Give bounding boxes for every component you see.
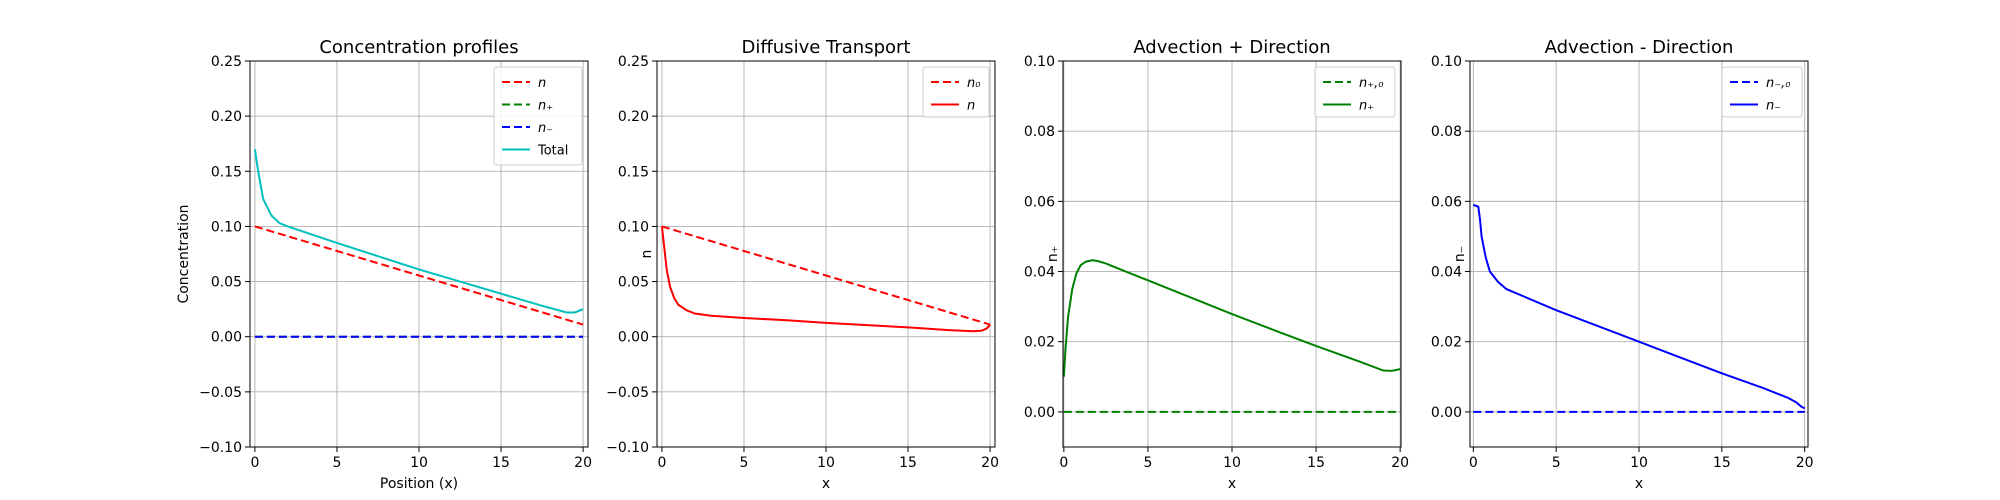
y-tick-label: 0.06 bbox=[1431, 194, 1462, 210]
y-tick-label: −0.10 bbox=[199, 440, 242, 456]
x-tick-label: 5 bbox=[1143, 455, 1152, 471]
y-tick-label: 0.05 bbox=[211, 275, 242, 291]
chart-title: Diffusive Transport bbox=[742, 37, 911, 58]
legend: n₀ n bbox=[922, 66, 990, 118]
x-tick-label: 0 bbox=[657, 455, 666, 471]
y-axis-label: n₋ bbox=[1452, 246, 1468, 262]
series-line-1 bbox=[254, 225, 584, 326]
y-tick-label: 0.08 bbox=[1024, 124, 1055, 140]
x-tick-label: 15 bbox=[1713, 455, 1731, 471]
x-tick-label: 0 bbox=[250, 455, 259, 471]
legend-label: n₀ bbox=[967, 76, 981, 91]
legend-label: n bbox=[538, 76, 546, 91]
x-tick-label: 5 bbox=[333, 455, 342, 471]
x-tick-label: 10 bbox=[1223, 455, 1241, 471]
x-tick-label: 10 bbox=[410, 455, 428, 471]
x-tick-label: 20 bbox=[574, 455, 592, 471]
y-tick-label: 0.04 bbox=[1024, 265, 1055, 281]
y-tick-label: 0.02 bbox=[1024, 335, 1055, 351]
y-axis-label: n₊ bbox=[1045, 246, 1061, 262]
x-tick-label: 5 bbox=[1552, 455, 1561, 471]
legend-label: Total bbox=[537, 144, 568, 159]
x-tick-label: 0 bbox=[1469, 455, 1478, 471]
y-tick-label: 0.10 bbox=[211, 219, 242, 235]
y-tick-label: 0.10 bbox=[618, 219, 649, 235]
y-axis-label: n bbox=[639, 250, 655, 259]
legend-label: n₊ bbox=[1359, 99, 1374, 114]
chart-panel-3: 0 5 10 15 20 0.00 0.02 0.04 0.06 0.08 0.10 Advectio… bbox=[1024, 37, 1409, 492]
series-line-2 bbox=[1472, 203, 1806, 410]
y-tick-label: 0.05 bbox=[618, 275, 649, 291]
y-tick-label: −0.10 bbox=[606, 440, 649, 456]
y-tick-label: 0.25 bbox=[211, 54, 242, 70]
x-tick-label: 15 bbox=[1307, 455, 1325, 471]
x-axis-label: x bbox=[1635, 476, 1643, 492]
legend-label: n₋ bbox=[1766, 99, 1781, 114]
y-tick-label: 0.15 bbox=[211, 164, 242, 180]
x-tick-label: 5 bbox=[740, 455, 749, 471]
x-tick-label: 15 bbox=[899, 455, 917, 471]
series-line-4 bbox=[253, 149, 584, 314]
x-tick-label: 20 bbox=[981, 455, 999, 471]
x-axis-label: Position (x) bbox=[380, 476, 458, 492]
chart-panel-2: 0 5 10 15 20 −0.10 −0.05 0.00 0.05 0.10 0.15 0.20 0.… bbox=[606, 37, 999, 492]
legend-label: n₊,₀ bbox=[1359, 76, 1384, 91]
y-axis-label: Concentration bbox=[176, 204, 192, 303]
legend: n₋,₀ n₋ bbox=[1721, 66, 1803, 118]
x-tick-label: 0 bbox=[1059, 455, 1068, 471]
series-line-1 bbox=[661, 225, 991, 326]
legend-label: n₋ bbox=[538, 121, 553, 136]
legend-box bbox=[493, 66, 583, 166]
y-tick-label: 0.02 bbox=[1431, 335, 1462, 351]
x-axis-label: x bbox=[822, 476, 830, 492]
legend-box bbox=[1314, 66, 1396, 118]
legend-label: n₊ bbox=[538, 99, 553, 114]
y-tick-label: 0.00 bbox=[618, 330, 649, 346]
legend: n₊,₀ n₊ bbox=[1314, 66, 1396, 118]
chart-panel-4: 0 5 10 15 20 0.00 0.02 0.04 0.06 0.08 0.10 Advectio… bbox=[1431, 37, 1814, 492]
x-axis-label: x bbox=[1228, 476, 1236, 492]
series-line-2 bbox=[660, 226, 991, 333]
y-tick-label: 0.10 bbox=[1024, 54, 1055, 70]
y-tick-label: −0.05 bbox=[199, 385, 242, 401]
y-tick-label: 0.20 bbox=[618, 109, 649, 125]
x-tick-label: 15 bbox=[492, 455, 510, 471]
legend-box bbox=[922, 66, 990, 118]
chart-title: Advection - Direction bbox=[1545, 37, 1734, 58]
legend-box bbox=[1721, 66, 1803, 118]
y-tick-label: 0.08 bbox=[1431, 124, 1462, 140]
legend-label: n bbox=[967, 99, 975, 114]
x-tick-label: 20 bbox=[1391, 455, 1409, 471]
x-tick-label: 10 bbox=[1630, 455, 1648, 471]
y-tick-label: 0.04 bbox=[1431, 265, 1462, 281]
y-tick-label: 0.25 bbox=[618, 54, 649, 70]
y-tick-label: 0.00 bbox=[1431, 405, 1462, 421]
y-tick-label: 0.10 bbox=[1431, 54, 1462, 70]
chart-panel-1: 0 5 10 15 20 −0.10 −0.05 0.00 0.05 0.10 0.15 0.20 0.… bbox=[176, 37, 592, 492]
y-tick-label: 0.00 bbox=[211, 330, 242, 346]
x-tick-label: 10 bbox=[817, 455, 835, 471]
legend-label: n₋,₀ bbox=[1766, 76, 1791, 91]
chart-title: Advection + Direction bbox=[1133, 37, 1330, 58]
y-tick-label: −0.05 bbox=[606, 385, 649, 401]
y-tick-label: 0.20 bbox=[211, 109, 242, 125]
y-tick-label: 0.00 bbox=[1024, 405, 1055, 421]
y-tick-label: 0.15 bbox=[618, 164, 649, 180]
y-tick-label: 0.06 bbox=[1024, 194, 1055, 210]
legend: n n₊ n₋ Total bbox=[493, 66, 583, 166]
x-tick-label: 20 bbox=[1796, 455, 1814, 471]
chart-title: Concentration profiles bbox=[319, 37, 518, 58]
series-line-2 bbox=[1063, 259, 1401, 377]
